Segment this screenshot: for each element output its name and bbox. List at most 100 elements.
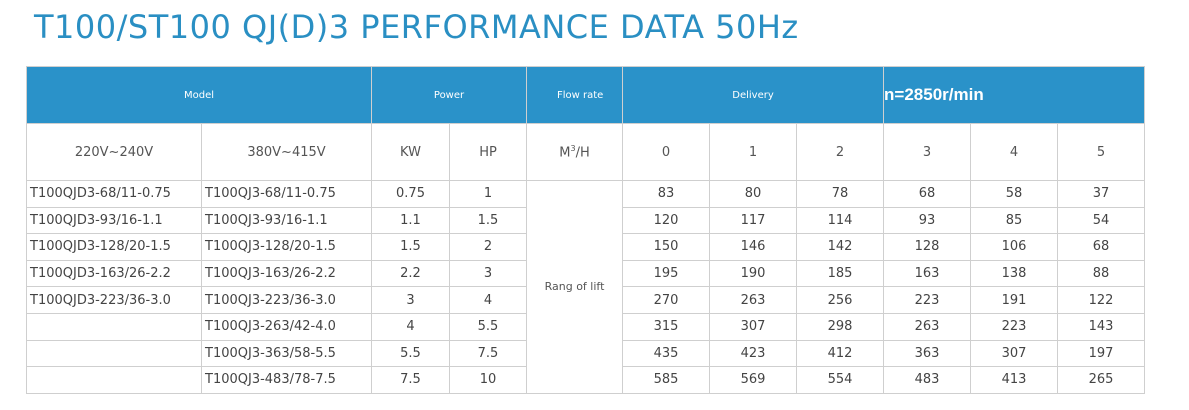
lift-range-label: Rang of lift xyxy=(526,180,624,394)
kw-cell: 1.1 xyxy=(371,206,450,235)
subheader-row: 220V~240V 380V~415V KW HP M3/H 0 1 2 3 4… xyxy=(26,123,1146,181)
flow-value-header: 3 xyxy=(883,123,972,181)
lift-value-cell: 263 xyxy=(883,312,972,341)
model-220v-cell: T100QJD3-223/36-3.0 xyxy=(26,286,202,314)
hp-cell: 5.5 xyxy=(448,312,528,341)
speed-header: n=2850r/min xyxy=(883,66,1146,124)
lift-value-cell: 37 xyxy=(1057,180,1146,208)
table-row: T100QJ3-483/78-7.5 7.5 10 585 569 554 483 413 26… xyxy=(26,366,1146,394)
model-header: Model xyxy=(26,66,372,124)
lift-value-cell: 58 xyxy=(970,180,1059,208)
lift-value-cell: 298 xyxy=(796,312,885,341)
lift-value-cell: 88 xyxy=(1057,259,1146,288)
model-380v-cell: T100QJ3-223/36-3.0 xyxy=(201,286,372,314)
kw-cell: 7.5 xyxy=(371,366,450,394)
flow-value-header: 2 xyxy=(796,123,885,181)
performance-table: Model Power Flow rate Delivery n=2850r/m… xyxy=(26,66,1146,394)
lift-value-cell: 54 xyxy=(1057,206,1146,235)
model-380v-cell: T100QJ3-128/20-1.5 xyxy=(201,233,372,261)
kw-cell: 4 xyxy=(371,312,450,341)
lift-value-cell: 223 xyxy=(970,312,1059,341)
model-380v-cell: T100QJ3-263/42-4.0 xyxy=(201,312,372,341)
flow-unit-header: M3/H xyxy=(526,123,624,181)
lift-value-cell: 122 xyxy=(1057,286,1146,314)
model-220v-cell: T100QJD3-163/26-2.2 xyxy=(26,259,202,288)
model-380v-cell: T100QJ3-363/58-5.5 xyxy=(201,339,372,368)
flow-value-header: 1 xyxy=(709,123,798,181)
lift-value-cell: 307 xyxy=(709,312,798,341)
power-header: Power xyxy=(370,66,528,124)
hp-cell: 1.5 xyxy=(448,206,528,235)
header-row: Model Power Flow rate Delivery n=2850r/m… xyxy=(26,66,1146,124)
model-380v-cell: T100QJ3-163/26-2.2 xyxy=(201,259,372,288)
hp-cell: 3 xyxy=(448,259,528,288)
table-row: T100QJD3-223/36-3.0 T100QJ3-223/36-3.0 3 4 2… xyxy=(26,286,1146,314)
voltage-380-header: 380V~415V xyxy=(201,123,372,181)
lift-value-cell: 256 xyxy=(796,286,885,314)
kw-cell: 5.5 xyxy=(371,339,450,368)
model-220v-cell xyxy=(26,339,202,368)
delivery-header: Delivery xyxy=(622,66,885,124)
lift-value-cell: 483 xyxy=(883,366,972,394)
lift-value-cell: 80 xyxy=(709,180,798,208)
lift-value-cell: 83 xyxy=(622,180,711,208)
lift-value-cell: 307 xyxy=(970,339,1059,368)
lift-value-cell: 413 xyxy=(970,366,1059,394)
model-220v-cell: T100QJD3-68/11-0.75 xyxy=(26,180,202,208)
kw-header: KW xyxy=(371,123,450,181)
flow-rate-header: Flow rate xyxy=(526,66,624,124)
lift-value-cell: 128 xyxy=(883,233,972,261)
flow-unit-exponent: 3 xyxy=(570,143,576,153)
model-220v-cell xyxy=(26,366,202,394)
hp-header: HP xyxy=(448,123,528,181)
lift-value-cell: 315 xyxy=(622,312,711,341)
lift-value-cell: 142 xyxy=(796,233,885,261)
hp-cell: 2 xyxy=(448,233,528,261)
flow-unit-tail: /H xyxy=(575,145,590,161)
lift-value-cell: 435 xyxy=(622,339,711,368)
lift-value-cell: 423 xyxy=(709,339,798,368)
lift-value-cell: 223 xyxy=(883,286,972,314)
lift-value-cell: 68 xyxy=(1057,233,1146,261)
table-row: T100QJD3-68/11-0.75 T100QJ3-68/11-0.75 0.7… xyxy=(26,180,1146,394)
model-220v-cell: T100QJD3-128/20-1.5 xyxy=(26,233,202,261)
lift-value-cell: 265 xyxy=(1057,366,1146,394)
hp-cell: 10 xyxy=(448,366,528,394)
lift-value-cell: 143 xyxy=(1057,312,1146,341)
lift-value-cell: 85 xyxy=(970,206,1059,235)
lift-value-cell: 114 xyxy=(796,206,885,235)
lift-value-cell: 117 xyxy=(709,206,798,235)
lift-value-cell: 185 xyxy=(796,259,885,288)
lift-value-cell: 363 xyxy=(883,339,972,368)
lift-value-cell: 554 xyxy=(796,366,885,394)
voltage-220-header: 220V~240V xyxy=(26,123,202,181)
lift-value-cell: 569 xyxy=(709,366,798,394)
kw-cell: 0.75 xyxy=(371,180,450,208)
lift-value-cell: 138 xyxy=(970,259,1059,288)
hp-cell: 1 xyxy=(448,180,528,208)
lift-value-cell: 163 xyxy=(883,259,972,288)
lift-value-cell: 270 xyxy=(622,286,711,314)
lift-value-cell: 197 xyxy=(1057,339,1146,368)
lift-value-cell: 412 xyxy=(796,339,885,368)
hp-cell: 7.5 xyxy=(448,339,528,368)
lift-value-cell: 150 xyxy=(622,233,711,261)
model-380v-cell: T100QJ3-483/78-7.5 xyxy=(201,366,372,394)
table-row: T100QJD3-93/16-1.1 T100QJ3-93/16-1.1 1.1 1.… xyxy=(26,206,1146,235)
lift-value-cell: 263 xyxy=(709,286,798,314)
kw-cell: 3 xyxy=(371,286,450,314)
hp-cell: 4 xyxy=(448,286,528,314)
flow-value-header: 0 xyxy=(622,123,711,181)
lift-value-cell: 120 xyxy=(622,206,711,235)
kw-cell: 2.2 xyxy=(371,259,450,288)
flow-unit-base: M xyxy=(559,145,571,161)
flow-value-header: 5 xyxy=(1057,123,1146,181)
model-380v-cell: T100QJ3-93/16-1.1 xyxy=(201,206,372,235)
flow-value-header: 4 xyxy=(970,123,1059,181)
model-380v-cell: T100QJ3-68/11-0.75 xyxy=(201,180,372,208)
lift-value-cell: 195 xyxy=(622,259,711,288)
table-row: T100QJ3-363/58-5.5 5.5 7.5 435 423 412 363 307 1… xyxy=(26,339,1146,368)
kw-cell: 1.5 xyxy=(371,233,450,261)
page-title: T100/ST100 QJ(D)3 PERFORMANCE DATA 50Hz xyxy=(34,8,799,46)
lift-value-cell: 191 xyxy=(970,286,1059,314)
